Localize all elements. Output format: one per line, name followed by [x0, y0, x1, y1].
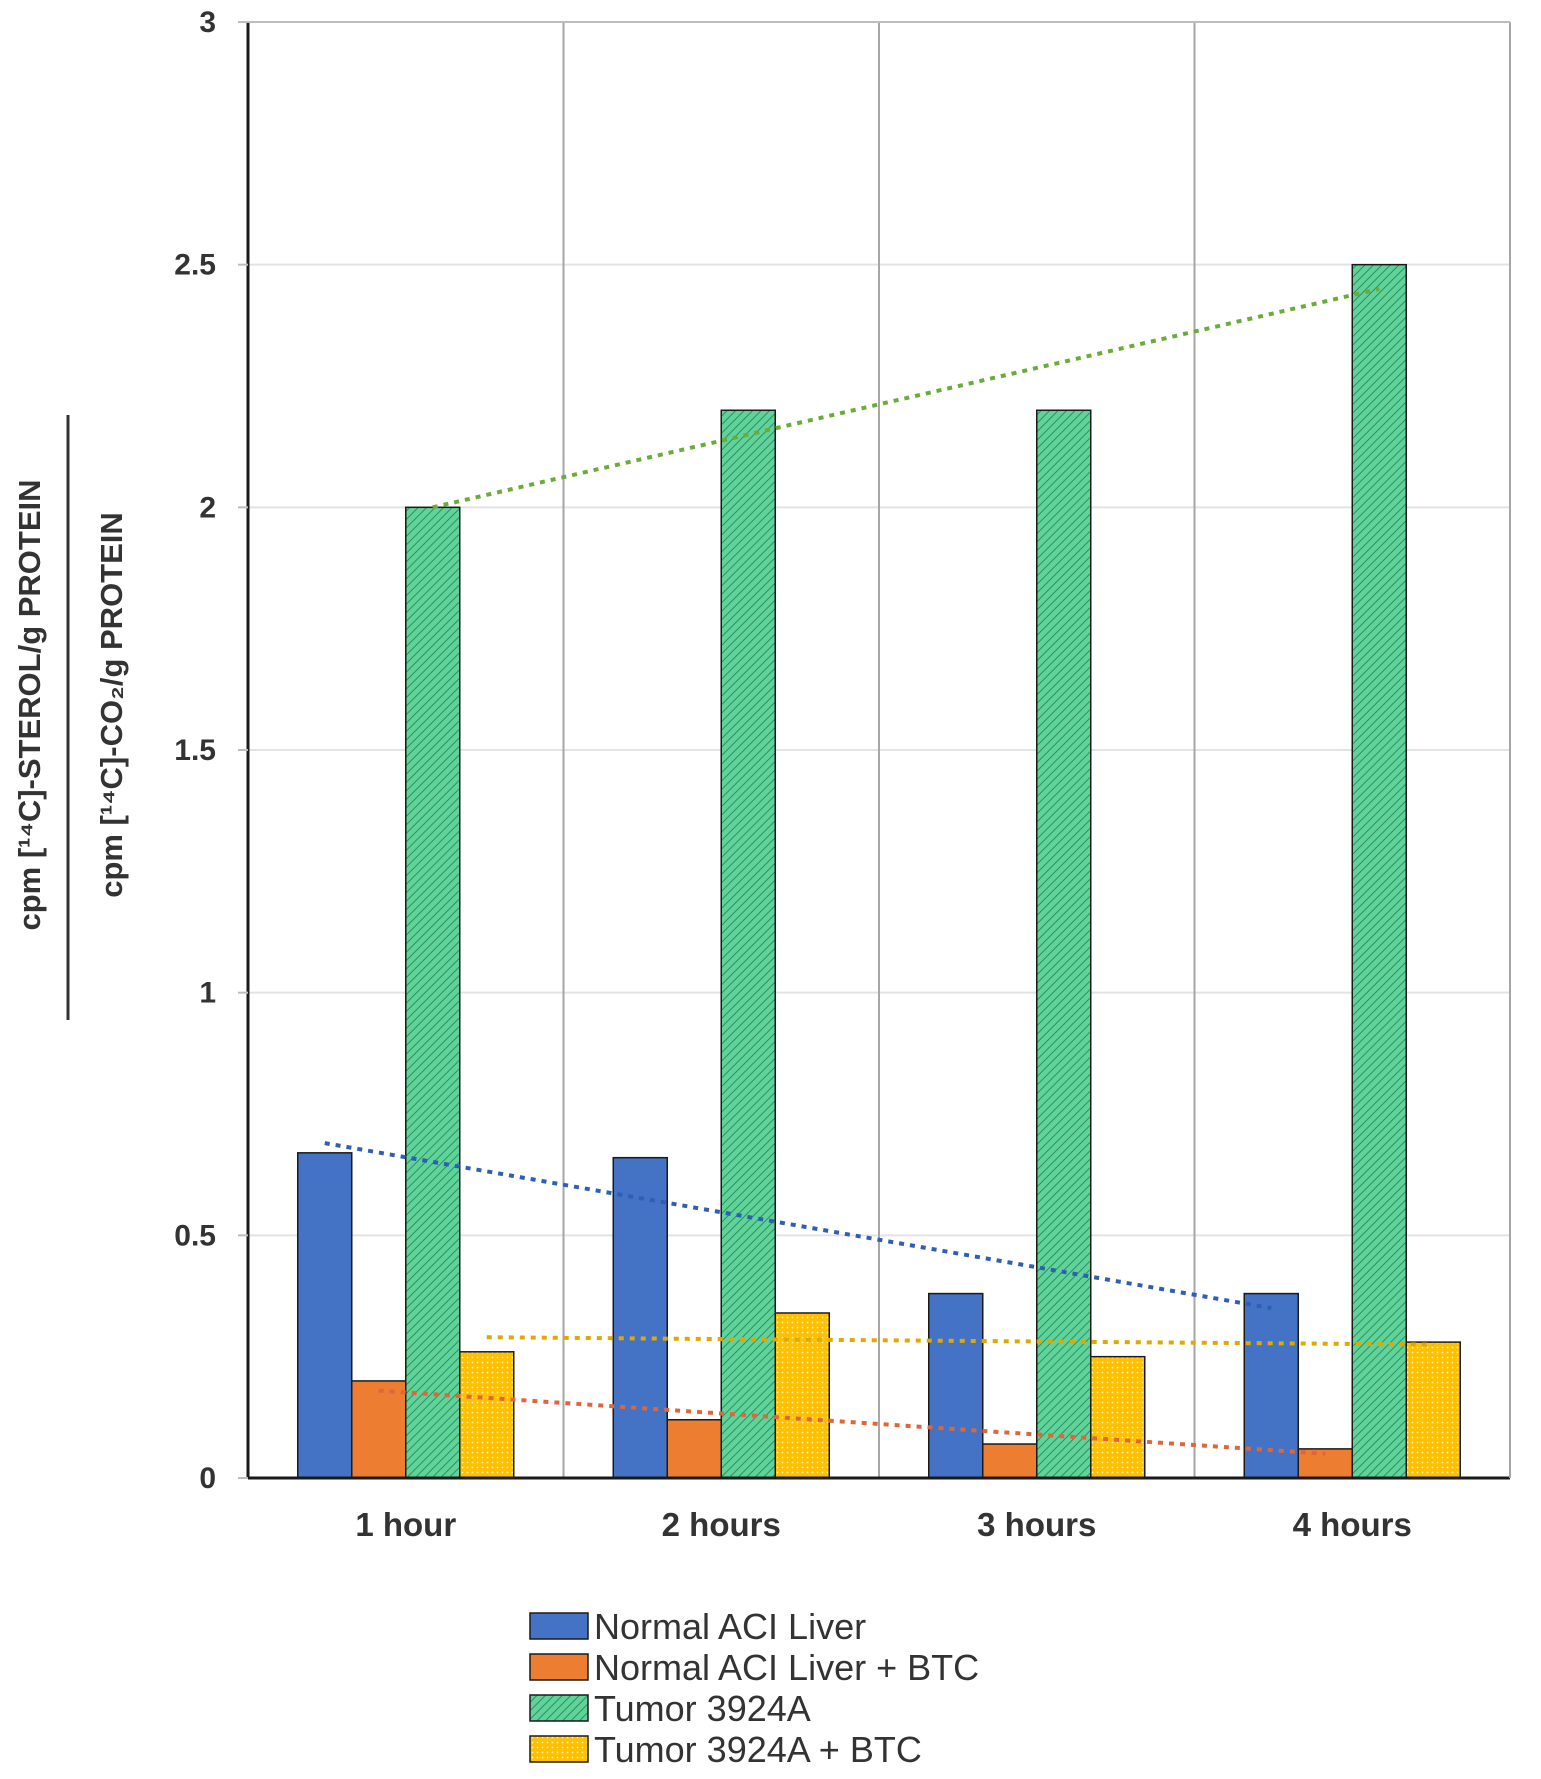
- legend-swatch: [529, 1612, 589, 1640]
- trendlines: [324, 286, 1434, 1456]
- bar: [1090, 1355, 1146, 1479]
- trendline: [432, 286, 1380, 510]
- legend-label: Tumor 3924A: [594, 1688, 811, 1729]
- bar: [1036, 409, 1092, 1479]
- legend-swatch: [529, 1735, 589, 1763]
- bar: [1297, 1448, 1353, 1479]
- trendline: [324, 1141, 1272, 1311]
- legend-label: Tumor 3924A + BTC: [594, 1729, 922, 1770]
- plot-area: 0 0.5 1 1.5 2 2.5 3 1 hour 2 hours 3 hours 4 hour…: [174, 6, 1511, 1543]
- category-separators: [562, 22, 1196, 1478]
- legend-swatch: [529, 1653, 589, 1681]
- x-tick-labels: 1 hour 2 hours 3 hours 4 hours: [355, 1506, 1412, 1543]
- y-axis-label-numerator: cpm [¹⁴C]-STEROL/g PROTEIN: [12, 479, 47, 930]
- bar: [720, 409, 776, 1479]
- bar: [1243, 1292, 1299, 1479]
- legend-swatch: [529, 1694, 589, 1722]
- bar: [1405, 1341, 1461, 1479]
- bar: [297, 1152, 353, 1479]
- y-tick-labels: 0 0.5 1 1.5 2 2.5 3: [174, 6, 248, 1495]
- y-axis-label: cpm [¹⁴C]-STEROL/g PROTEIN cpm [¹⁴C]-CO₂…: [12, 415, 129, 1020]
- y-tick-label: 1: [199, 977, 216, 1010]
- y-tick-label: 0: [199, 1462, 216, 1495]
- x-tick-label: 3 hours: [977, 1506, 1096, 1543]
- trendline: [378, 1388, 1326, 1456]
- y-tick-label: 1.5: [174, 734, 216, 767]
- y-tick-label: 3: [199, 6, 216, 39]
- trendline: [486, 1335, 1434, 1347]
- y-tick-label: 0.5: [174, 1219, 216, 1252]
- y-axis-label-denominator: cpm [¹⁴C]-CO₂/g PROTEIN: [94, 512, 129, 898]
- bar: [774, 1312, 830, 1479]
- bar: [351, 1380, 407, 1479]
- y-tick-label: 2: [199, 491, 216, 524]
- bar: [459, 1351, 515, 1479]
- y-tick-label: 2.5: [174, 249, 216, 282]
- bar: [928, 1292, 984, 1479]
- bar: [666, 1419, 722, 1479]
- bar: [405, 506, 461, 1479]
- bar: [1351, 263, 1407, 1479]
- legend-label: Normal ACI Liver: [594, 1606, 866, 1647]
- x-tick-label: 1 hour: [355, 1506, 456, 1543]
- bar: [612, 1156, 668, 1479]
- bar: [982, 1443, 1038, 1479]
- x-tick-label: 2 hours: [662, 1506, 781, 1543]
- legend-label: Normal ACI Liver + BTC: [594, 1647, 979, 1688]
- bars: [297, 263, 1461, 1479]
- x-tick-label: 4 hours: [1293, 1506, 1412, 1543]
